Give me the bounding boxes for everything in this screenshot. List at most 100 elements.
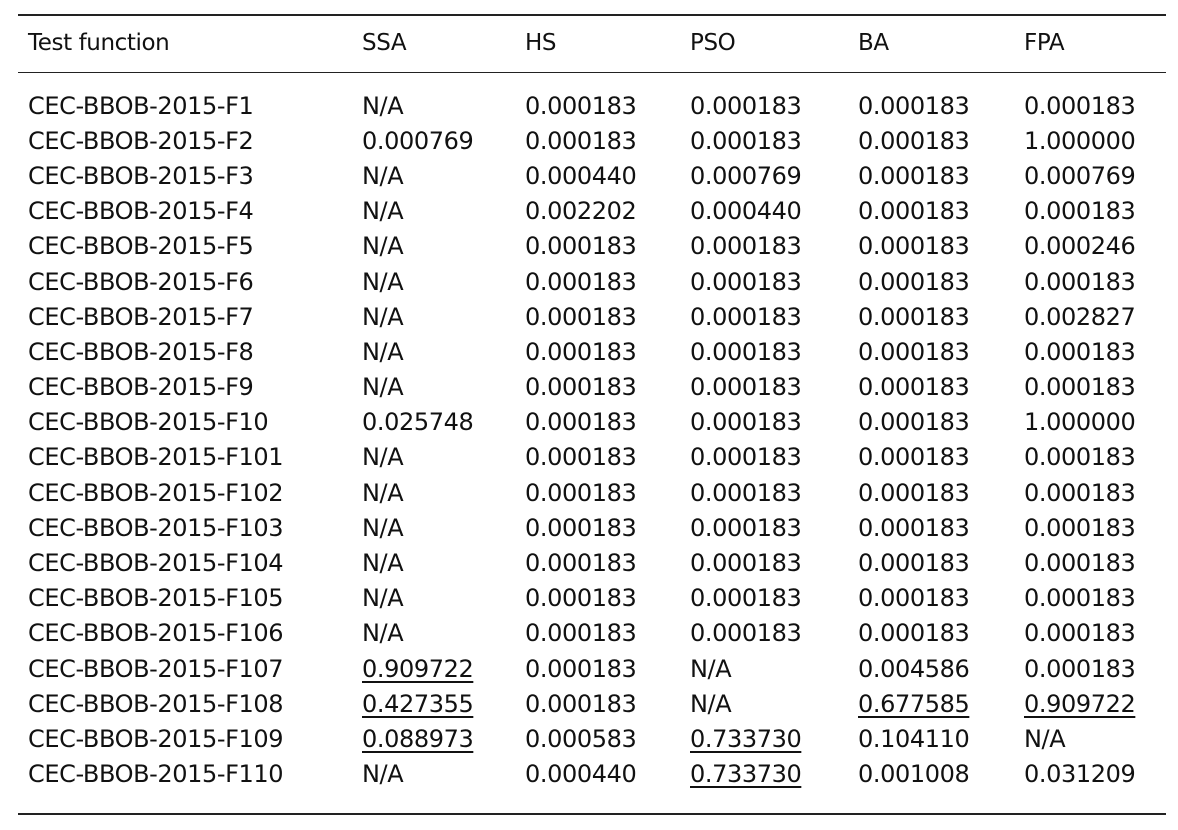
cell-pso: 0.000183 [690, 267, 802, 296]
underlined-value: 0.909722 [1024, 689, 1136, 718]
cell-ssa: 0.000769 [362, 126, 474, 155]
cell-fpa: 1.000000 [1024, 408, 1136, 437]
table-row: CEC-BBOB-2015-F108 0.427355 0.000183 N/A 0.6… [18, 686, 1166, 721]
underlined-value: 0.677585 [858, 689, 970, 718]
cell-ssa: N/A [362, 478, 404, 507]
results-table: Test function SSA HS PSO BA FPA CEC-BBOB… [18, 0, 1166, 792]
cell-fpa: 0.000183 [1024, 91, 1136, 120]
cell-fpa: 0.000183 [1024, 478, 1136, 507]
cell-ba: 0.000183 [858, 549, 970, 578]
cell-ssa: N/A [362, 302, 404, 331]
cell-fpa: 0.000183 [1024, 549, 1136, 578]
cell-test-function: CEC-BBOB-2015-F101 [28, 443, 284, 472]
cell-test-function: CEC-BBOB-2015-F104 [28, 549, 284, 578]
cell-ssa: N/A [362, 373, 404, 402]
cell-test-function: CEC-BBOB-2015-F8 [28, 337, 254, 366]
table-row: CEC-BBOB-2015-F1 N/A 0.000183 0.000183 0.000… [18, 88, 1166, 123]
cell-ba: 0.000183 [858, 373, 970, 402]
cell-test-function: CEC-BBOB-2015-F5 [28, 232, 254, 261]
underlined-value: 0.909722 [362, 654, 474, 683]
cell-ba: 0.104110 [858, 724, 970, 753]
cell-hs: 0.000183 [525, 267, 637, 296]
cell-hs: 0.000183 [525, 302, 637, 331]
cell-hs: 0.000183 [525, 619, 637, 648]
table-row: CEC-BBOB-2015-F9 N/A 0.000183 0.000183 0.000… [18, 370, 1166, 405]
table-row: CEC-BBOB-2015-F2 0.000769 0.000183 0.000183… [18, 123, 1166, 158]
cell-pso: N/A [690, 654, 732, 683]
cell-hs: 0.000183 [525, 373, 637, 402]
cell-hs: 0.000183 [525, 478, 637, 507]
cell-test-function: CEC-BBOB-2015-F108 [28, 689, 284, 718]
cell-fpa: 0.000183 [1024, 373, 1136, 402]
table-row: CEC-BBOB-2015-F107 0.909722 0.000183 N/A 0.0… [18, 651, 1166, 686]
cell-ssa: N/A [362, 584, 404, 613]
cell-test-function: CEC-BBOB-2015-F6 [28, 267, 254, 296]
cell-pso: N/A [690, 689, 732, 718]
cell-ssa: N/A [362, 760, 404, 789]
table-top-rule [18, 14, 1166, 16]
cell-ssa: 0.025748 [362, 408, 474, 437]
cell-test-function: CEC-BBOB-2015-F106 [28, 619, 284, 648]
cell-hs: 0.000183 [525, 232, 637, 261]
cell-ba: 0.000183 [858, 302, 970, 331]
cell-ba: 0.000183 [858, 267, 970, 296]
header-ssa: SSA [362, 30, 407, 56]
cell-test-function: CEC-BBOB-2015-F1 [28, 91, 254, 120]
cell-hs: 0.000183 [525, 584, 637, 613]
cell-hs: 0.002202 [525, 197, 637, 226]
cell-test-function: CEC-BBOB-2015-F3 [28, 161, 254, 190]
header-test-function: Test function [28, 30, 170, 56]
header-row: Test function SSA HS PSO BA FPA [18, 0, 1166, 88]
cell-pso: 0.000183 [690, 584, 802, 613]
cell-fpa: 0.909722 [1024, 686, 1166, 721]
cell-test-function: CEC-BBOB-2015-F7 [28, 302, 254, 331]
table-row: CEC-BBOB-2015-F101 N/A 0.000183 0.000183 0.0… [18, 440, 1166, 475]
cell-test-function: CEC-BBOB-2015-F103 [28, 513, 284, 542]
cell-pso: 0.000769 [690, 161, 802, 190]
cell-ba: 0.000183 [858, 337, 970, 366]
cell-ba: 0.004586 [858, 654, 970, 683]
cell-pso: 0.000183 [690, 513, 802, 542]
table-row: CEC-BBOB-2015-F110 N/A 0.000440 0.733730 0.0… [18, 757, 1166, 792]
cell-pso: 0.000183 [690, 126, 802, 155]
cell-ba: 0.000183 [858, 619, 970, 648]
cell-fpa: N/A [1024, 724, 1066, 753]
cell-ssa: N/A [362, 619, 404, 648]
cell-ba: 0.000183 [858, 584, 970, 613]
cell-ssa: N/A [362, 197, 404, 226]
cell-fpa: 0.002827 [1024, 302, 1136, 331]
cell-fpa: 0.000183 [1024, 197, 1136, 226]
cell-ssa: N/A [362, 91, 404, 120]
table-row: CEC-BBOB-2015-F5 N/A 0.000183 0.000183 0.000… [18, 229, 1166, 264]
cell-pso: 0.000440 [690, 197, 802, 226]
table-bottom-rule [18, 813, 1166, 815]
cell-fpa: 0.000183 [1024, 513, 1136, 542]
cell-ssa: N/A [362, 161, 404, 190]
cell-ba: 0.001008 [858, 760, 970, 789]
cell-hs: 0.000183 [525, 654, 637, 683]
cell-pso: 0.000183 [690, 443, 802, 472]
cell-pso: 0.000183 [690, 373, 802, 402]
table-row: CEC-BBOB-2015-F105 N/A 0.000183 0.000183 0.0… [18, 581, 1166, 616]
table-row: CEC-BBOB-2015-F106 N/A 0.000183 0.000183 0.0… [18, 616, 1166, 651]
cell-test-function: CEC-BBOB-2015-F9 [28, 373, 254, 402]
cell-pso: 0.733730 [690, 721, 858, 756]
cell-ba: 0.000183 [858, 126, 970, 155]
cell-fpa: 0.000769 [1024, 161, 1136, 190]
table-row: CEC-BBOB-2015-F3 N/A 0.000440 0.000769 0.000… [18, 158, 1166, 193]
cell-ba: 0.000183 [858, 443, 970, 472]
table-body: CEC-BBOB-2015-F1 N/A 0.000183 0.000183 0.000… [18, 88, 1166, 792]
cell-hs: 0.000440 [525, 161, 637, 190]
cell-hs: 0.000440 [525, 760, 637, 789]
underlined-value: 0.733730 [690, 760, 802, 789]
cell-test-function: CEC-BBOB-2015-F4 [28, 197, 254, 226]
cell-ssa: 0.909722 [362, 651, 525, 686]
cell-fpa: 0.031209 [1024, 760, 1136, 789]
table-row: CEC-BBOB-2015-F102 N/A 0.000183 0.000183 0.0… [18, 475, 1166, 510]
cell-fpa: 0.000183 [1024, 267, 1136, 296]
cell-pso: 0.000183 [690, 619, 802, 648]
cell-test-function: CEC-BBOB-2015-F102 [28, 478, 284, 507]
cell-ssa: 0.088973 [362, 721, 525, 756]
cell-ssa: N/A [362, 232, 404, 261]
cell-fpa: 0.000183 [1024, 443, 1136, 472]
